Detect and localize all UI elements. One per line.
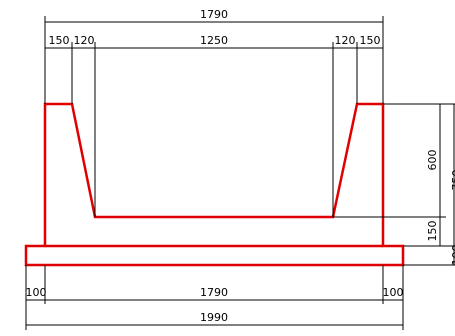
dim-top-part: 120 (74, 34, 95, 47)
dim-right: 100 (450, 245, 455, 266)
dim-bottom-part: 1790 (200, 286, 228, 299)
dim-top-total: 1790 (200, 8, 228, 21)
dim-bottom-total: 1990 (200, 311, 228, 324)
dim-right: 600 (426, 150, 439, 171)
dim-right: 750 (450, 170, 455, 191)
top-extension-lines (44, 16, 384, 217)
dim-right: 150 (426, 221, 439, 242)
bottom-extension-lines (25, 265, 404, 330)
right-extension-lines (333, 103, 455, 266)
dim-top-part: 150 (49, 34, 70, 47)
dim-bottom-part: 100 (383, 286, 404, 299)
section-outline (24, 102, 405, 267)
dim-top-part: 150 (360, 34, 381, 47)
dim-top-part: 120 (335, 34, 356, 47)
dim-bottom-part: 100 (26, 286, 47, 299)
dim-top-part: 1250 (200, 34, 228, 47)
